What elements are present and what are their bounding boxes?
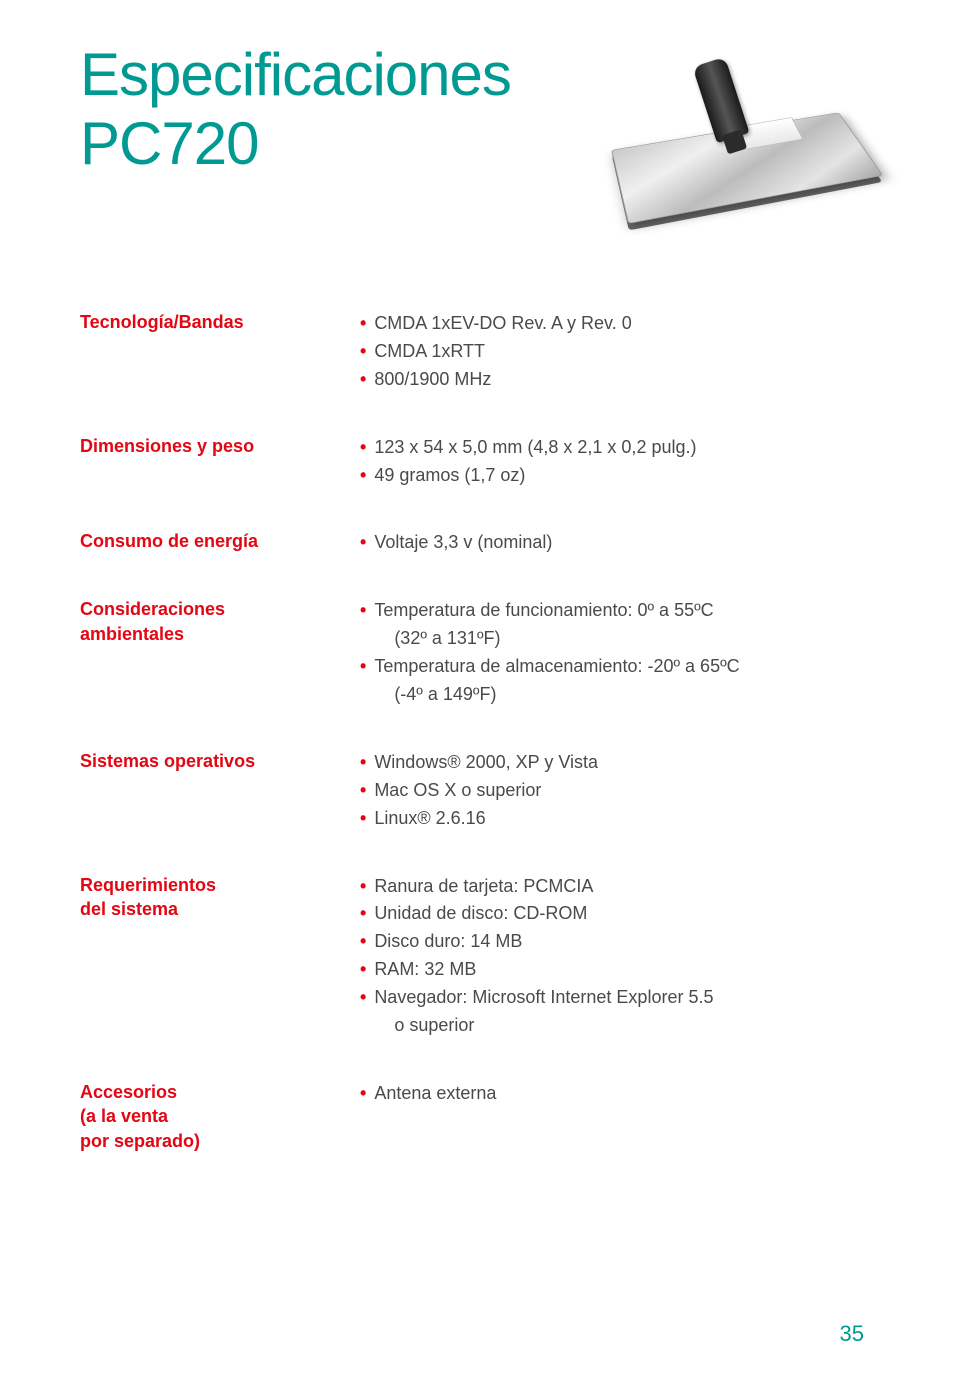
spec-value-text: Temperatura de funcionamiento: 0º a 55ºC…	[374, 597, 713, 653]
spec-value-text: RAM: 32 MB	[374, 956, 476, 984]
spec-value-text: CMDA 1xEV-DO Rev. A y Rev. 0	[374, 310, 631, 338]
spec-label-line: Requerimientos	[80, 873, 340, 897]
title-line-1: Especificaciones	[80, 40, 511, 109]
bullet-icon: •	[360, 900, 366, 928]
spec-label-line: del sistema	[80, 897, 340, 921]
page-title: Especificaciones PC720	[80, 40, 511, 178]
spec-value: • CMDA 1xEV-DO Rev. A y Rev. 0 • CMDA 1xRTT…	[360, 310, 874, 394]
bullet-icon: •	[360, 873, 366, 901]
bullet-icon: •	[360, 338, 366, 366]
title-block: Especificaciones PC720	[80, 40, 511, 178]
bullet-icon: •	[360, 310, 366, 338]
spec-value: • Ranura de tarjeta: PCMCIA • Unidad de dis…	[360, 873, 874, 1040]
bullet-icon: •	[360, 984, 366, 1012]
spec-value-text: 123 x 54 x 5,0 mm (4,8 x 2,1 x 0,2 pulg.…	[374, 434, 696, 462]
spec-label-line: Sistemas operativos	[80, 749, 340, 773]
bullet-icon: •	[360, 462, 366, 490]
spec-value: • Voltaje 3,3 v (nominal)	[360, 529, 874, 557]
spec-value-item: • Navegador: Microsoft Internet Explorer …	[360, 984, 874, 1040]
bullet-icon: •	[360, 366, 366, 394]
spec-value-item: • Linux® 2.6.16	[360, 805, 874, 833]
specifications-table: Tecnología/Bandas • CMDA 1xEV-DO Rev. A y …	[80, 310, 874, 1153]
page-number: 35	[840, 1321, 864, 1347]
spec-value-list: • 123 x 54 x 5,0 mm (4,8 x 2,1 x 0,2 pulg…	[360, 434, 874, 490]
spec-label: Sistemas operativos	[80, 749, 340, 833]
bullet-icon: •	[360, 928, 366, 956]
spec-value-item: • CMDA 1xRTT	[360, 338, 874, 366]
spec-value-list: • Windows® 2000, XP y Vista • Mac OS X o su…	[360, 749, 874, 833]
spec-value-text: Navegador: Microsoft Internet Explorer 5…	[374, 984, 713, 1040]
spec-label-line: por separado)	[80, 1129, 340, 1153]
spec-value-list: • Ranura de tarjeta: PCMCIA • Unidad de dis…	[360, 873, 874, 1040]
spec-value-item: • 123 x 54 x 5,0 mm (4,8 x 2,1 x 0,2 pulg…	[360, 434, 874, 462]
spec-value-list: • CMDA 1xEV-DO Rev. A y Rev. 0 • CMDA 1xRTT…	[360, 310, 874, 394]
product-image	[564, 50, 874, 240]
spec-value-text: CMDA 1xRTT	[374, 338, 485, 366]
spec-value-text: 49 gramos (1,7 oz)	[374, 462, 525, 490]
spec-value: • Temperatura de funcionamiento: 0º a 55º…	[360, 597, 874, 709]
spec-value-item: • Antena externa	[360, 1080, 874, 1108]
spec-label-line: Dimensiones y peso	[80, 434, 340, 458]
spec-value-item: • Unidad de disco: CD-ROM	[360, 900, 874, 928]
page-container: Especificaciones PC720 Tecnología/Bandas…	[0, 0, 954, 1153]
spec-value-item: • CMDA 1xEV-DO Rev. A y Rev. 0	[360, 310, 874, 338]
spec-value: • Antena externa	[360, 1080, 874, 1153]
title-line-2: PC720	[80, 109, 511, 178]
spec-value-item: • RAM: 32 MB	[360, 956, 874, 984]
spec-value-list: • Temperatura de funcionamiento: 0º a 55º…	[360, 597, 874, 709]
bullet-icon: •	[360, 1080, 366, 1108]
spec-value-item: • 800/1900 MHz	[360, 366, 874, 394]
bullet-icon: •	[360, 777, 366, 805]
spec-value-list: • Antena externa	[360, 1080, 874, 1108]
bullet-icon: •	[360, 434, 366, 462]
spec-label: Consideracionesambientales	[80, 597, 340, 709]
spec-value-item: • 49 gramos (1,7 oz)	[360, 462, 874, 490]
bullet-icon: •	[360, 653, 366, 681]
spec-value-text: Ranura de tarjeta: PCMCIA	[374, 873, 593, 901]
bullet-icon: •	[360, 749, 366, 777]
spec-label: Tecnología/Bandas	[80, 310, 340, 394]
spec-value-item: • Voltaje 3,3 v (nominal)	[360, 529, 874, 557]
spec-value-text: Voltaje 3,3 v (nominal)	[374, 529, 552, 557]
title-row: Especificaciones PC720	[80, 40, 874, 240]
bullet-icon: •	[360, 597, 366, 625]
spec-label: Consumo de energía	[80, 529, 340, 557]
bullet-icon: •	[360, 956, 366, 984]
spec-value-subtext: o superior	[374, 1012, 713, 1040]
spec-label: Accesorios(a la ventapor separado)	[80, 1080, 340, 1153]
spec-value-subtext: (32º a 131ºF)	[374, 625, 713, 653]
spec-label-line: Consumo de energía	[80, 529, 340, 553]
spec-value-text: Mac OS X o superior	[374, 777, 541, 805]
spec-value-item: • Temperatura de almacenamiento: -20º a 6…	[360, 653, 874, 709]
spec-value-item: • Temperatura de funcionamiento: 0º a 55º…	[360, 597, 874, 653]
spec-value-subtext: (-4º a 149ºF)	[374, 681, 739, 709]
spec-label: Requerimientosdel sistema	[80, 873, 340, 1040]
spec-value-text: Linux® 2.6.16	[374, 805, 485, 833]
spec-label-line: Tecnología/Bandas	[80, 310, 340, 334]
bullet-icon: •	[360, 529, 366, 557]
spec-label: Dimensiones y peso	[80, 434, 340, 490]
bullet-icon: •	[360, 805, 366, 833]
spec-label-line: (a la venta	[80, 1104, 340, 1128]
spec-value-text: Disco duro: 14 MB	[374, 928, 522, 956]
spec-value-text: Windows® 2000, XP y Vista	[374, 749, 598, 777]
spec-value-text: Antena externa	[374, 1080, 496, 1108]
spec-value-item: • Windows® 2000, XP y Vista	[360, 749, 874, 777]
spec-value-list: • Voltaje 3,3 v (nominal)	[360, 529, 874, 557]
spec-value: • 123 x 54 x 5,0 mm (4,8 x 2,1 x 0,2 pulg…	[360, 434, 874, 490]
spec-value: • Windows® 2000, XP y Vista • Mac OS X o su…	[360, 749, 874, 833]
spec-value-item: • Disco duro: 14 MB	[360, 928, 874, 956]
spec-label-line: Consideraciones	[80, 597, 340, 621]
spec-value-item: • Mac OS X o superior	[360, 777, 874, 805]
spec-value-item: • Ranura de tarjeta: PCMCIA	[360, 873, 874, 901]
spec-value-text: 800/1900 MHz	[374, 366, 491, 394]
pcmcia-card-antenna	[692, 57, 749, 144]
spec-label-line: ambientales	[80, 622, 340, 646]
spec-value-text: Temperatura de almacenamiento: -20º a 65…	[374, 653, 739, 709]
spec-value-text: Unidad de disco: CD-ROM	[374, 900, 587, 928]
spec-label-line: Accesorios	[80, 1080, 340, 1104]
